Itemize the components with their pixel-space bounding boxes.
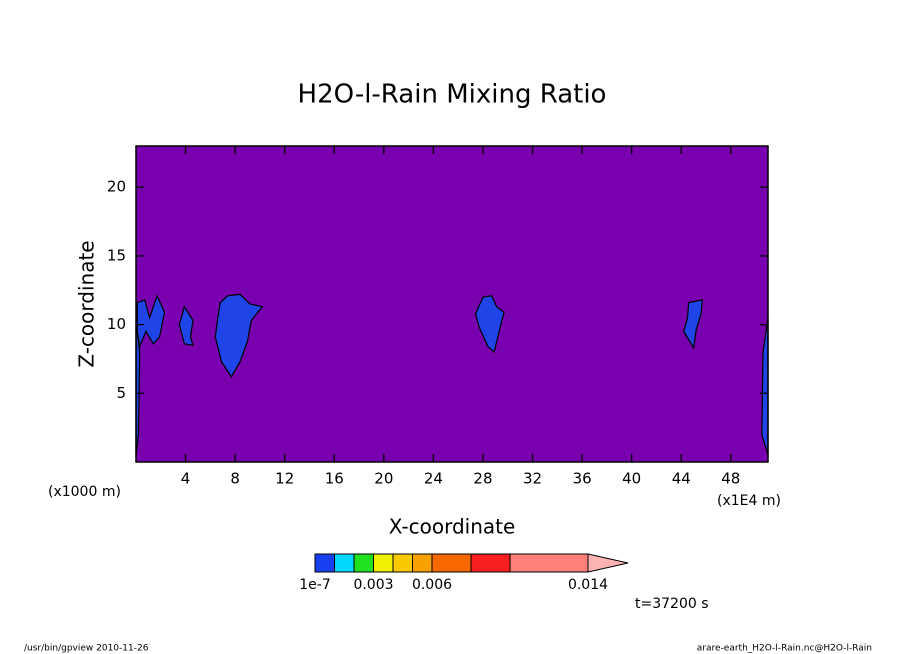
colorbar-tick-label: 0.014 — [568, 577, 608, 593]
x-unit-left: (x1000 m) — [48, 484, 121, 500]
colorbar-tick-label: 0.003 — [353, 577, 393, 593]
y-tick-label: 5 — [116, 384, 126, 402]
colorbar-extension — [587, 553, 629, 573]
x-unit-right: (x1E4 m) — [717, 493, 781, 509]
colorbar-tick-label: 1e-7 — [299, 577, 330, 593]
colorbar-box — [372, 553, 394, 573]
y-tick-label: 20 — [107, 178, 126, 196]
colorbar-box — [470, 553, 511, 573]
contour-region — [474, 295, 505, 354]
x-tick-label: 32 — [523, 470, 542, 488]
x-tick-label: 44 — [672, 470, 691, 488]
colorbar-box — [509, 553, 589, 573]
footer-right: arare-earth_H2O-l-Rain.nc@H2O-l-Rain — [697, 644, 872, 654]
y-axis-label: Z-coordinate — [75, 240, 99, 367]
plot-frame — [135, 145, 769, 463]
x-tick-label: 4 — [181, 470, 191, 488]
colorbar-tick-label: 0.006 — [412, 577, 452, 593]
x-tick-label: 24 — [424, 470, 443, 488]
x-tick-label: 36 — [573, 470, 592, 488]
x-axis-label: X-coordinate — [389, 515, 516, 539]
contour-region — [214, 293, 264, 378]
footer-left: /usr/bin/gpview 2010-11-26 — [24, 644, 149, 654]
x-tick-label: 40 — [622, 470, 641, 488]
colorbar-box — [392, 553, 413, 573]
colorbar-box — [333, 553, 355, 573]
colorbar-box — [314, 553, 335, 573]
contour-region — [683, 299, 703, 350]
x-tick-label: 48 — [721, 470, 740, 488]
time-label: t=37200 s — [635, 596, 709, 612]
colorbar-box — [411, 553, 433, 573]
x-tick-label: 28 — [473, 470, 492, 488]
colorbar-box — [431, 553, 472, 573]
colorbar-box — [353, 553, 374, 573]
chart-title: H2O-l-Rain Mixing Ratio — [298, 80, 607, 110]
x-tick-label: 20 — [374, 470, 393, 488]
x-tick-label: 16 — [325, 470, 344, 488]
x-tick-label: 8 — [230, 470, 240, 488]
y-tick-label: 10 — [107, 315, 126, 333]
contour-region — [178, 305, 194, 346]
x-tick-label: 12 — [275, 470, 294, 488]
y-tick-label: 15 — [107, 246, 126, 264]
